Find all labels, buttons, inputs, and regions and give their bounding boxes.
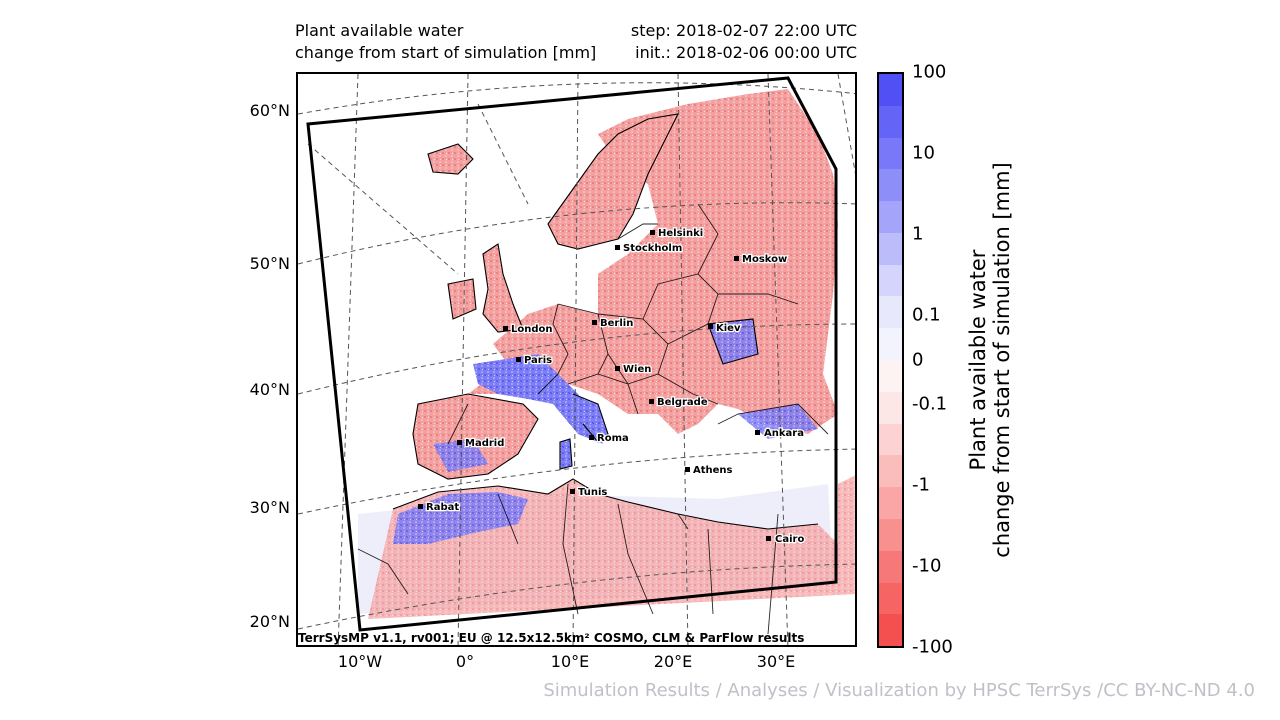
city-label-cairo: Cairo <box>775 534 804 545</box>
city-marker-cairo <box>766 536 771 541</box>
iceland-land <box>428 144 473 174</box>
map-svg: Helsinki Stockholm Moskow London Berlin … <box>298 74 855 645</box>
colorbar-band-3 <box>879 169 902 202</box>
title-init: init.: 2018-02-06 00:00 UTC <box>635 43 857 62</box>
colorbar-tick-neg10: -10 <box>912 555 942 577</box>
colorbar-band-16 <box>879 582 902 615</box>
colorbar-band-2 <box>879 137 902 170</box>
colorbar-band-8 <box>879 328 902 361</box>
city-marker-kiev <box>708 324 713 329</box>
lon-label-10w: 10°W <box>337 652 383 671</box>
graticule <box>298 74 855 645</box>
title-step: step: 2018-02-07 22:00 UTC <box>630 21 857 40</box>
colorbar-tick-10: 10 <box>912 142 935 164</box>
colorbar-band-4 <box>879 201 902 233</box>
colorbar-tick-neg100: -100 <box>912 636 953 658</box>
city-label-stockholm: Stockholm <box>623 243 682 254</box>
city-marker-wien <box>615 366 620 371</box>
france-wet-region <box>473 354 603 444</box>
city-label-berlin: Berlin <box>600 318 633 329</box>
coastlines <box>392 113 819 530</box>
colorbar-tick-100: 100 <box>912 61 947 83</box>
colorbar-band-1 <box>879 105 902 138</box>
lat-label-40n: 40°N <box>249 380 290 399</box>
colorbar-band-11 <box>879 423 902 456</box>
corsica-sardinia-land <box>560 439 572 469</box>
colorbar-tick-0: 0 <box>912 349 924 371</box>
city-marker-moskow <box>734 256 739 261</box>
city-marker-rabat <box>418 504 423 509</box>
colorbar-band-5 <box>879 232 902 265</box>
city-label-tunis: Tunis <box>578 487 607 498</box>
city-marker-belgrade <box>649 399 654 404</box>
city-label-kiev: Kiev <box>716 323 741 334</box>
black-sea-wet-region <box>708 319 758 364</box>
colorbar-tick-neg1: -1 <box>912 474 930 496</box>
colorbar-band-0 <box>879 74 902 106</box>
city-marker-stockholm <box>615 245 620 250</box>
lon-label-20e: 20°E <box>653 652 693 671</box>
colorbar-band-14 <box>879 518 902 551</box>
city-label-athens: Athens <box>693 465 733 476</box>
colorbar-label-line2: change from start of simulation [mm] <box>990 162 1014 558</box>
britain-land <box>483 244 523 332</box>
lat-label-60n: 60°N <box>249 101 290 120</box>
colorbar <box>877 72 904 648</box>
title-right: step: 2018-02-07 22:00 UTC init.: 2018-0… <box>631 20 857 64</box>
title-variable: Plant available water <box>295 21 464 40</box>
city-label-roma: Roma <box>597 433 629 444</box>
city-label-helsinki: Helsinki <box>658 228 703 239</box>
title-left: Plant available water change from start … <box>295 20 596 64</box>
city-marker-roma <box>589 435 594 440</box>
lon-label-0: 0° <box>455 652 475 671</box>
city-marker-ankara <box>755 430 760 435</box>
italy-wet-region <box>573 394 608 442</box>
city-label-london: London <box>511 324 553 335</box>
city-marker-london <box>503 326 508 331</box>
city-label-belgrade: Belgrade <box>657 397 708 408</box>
lat-label-20n: 20°N <box>249 612 290 631</box>
city-label-ankara: Ankara <box>764 428 804 439</box>
colorbar-tick-neg0.1: -0.1 <box>912 393 948 415</box>
colorbar-band-12 <box>879 455 902 488</box>
city-label-wien: Wien <box>623 364 651 375</box>
domain-boundary <box>306 76 838 632</box>
city-marker-tunis <box>570 489 575 494</box>
city-marker-helsinki <box>650 230 655 235</box>
colorbar-band-6 <box>879 264 902 297</box>
attribution-text: Simulation Results / Analyses / Visualiz… <box>543 680 1255 701</box>
ireland-land <box>448 279 476 319</box>
map-frame: Helsinki Stockholm Moskow London Berlin … <box>296 72 857 647</box>
city-markers: Helsinki Stockholm Moskow London Berlin … <box>418 227 806 546</box>
lat-label-30n: 30°N <box>249 498 290 517</box>
city-marker-berlin <box>592 320 597 325</box>
city-label-moskow: Moskow <box>742 254 787 265</box>
city-label-madrid: Madrid <box>465 438 504 449</box>
colorbar-band-9 <box>879 360 902 392</box>
scandinavia-land <box>548 114 678 249</box>
lon-label-10e: 10°E <box>550 652 590 671</box>
city-marker-paris <box>516 357 521 362</box>
map-footer-credit: TerrSysMP v1.1, rv001; EU @ 12.5x12.5km²… <box>298 631 805 645</box>
colorbar-band-15 <box>879 550 902 583</box>
colorbar-band-7 <box>879 296 902 329</box>
colorbar-band-10 <box>879 391 902 424</box>
colorbar-label-line1: Plant available water <box>966 249 990 471</box>
lat-label-50n: 50°N <box>249 254 290 273</box>
lon-label-30e: 30°E <box>756 652 796 671</box>
city-marker-athens <box>685 467 690 472</box>
iberia-wet-patch <box>433 439 488 472</box>
colorbar-label: Plant available water change from start … <box>966 162 1014 557</box>
city-marker-madrid <box>457 440 462 445</box>
colorbar-tick-1: 1 <box>912 223 924 245</box>
title-description: change from start of simulation [mm] <box>295 43 597 62</box>
city-label-paris: Paris <box>524 355 552 366</box>
colorbar-band-13 <box>879 487 902 519</box>
colorbar-tick-0.1: 0.1 <box>912 304 941 326</box>
colorbar-band-17 <box>879 614 902 646</box>
city-label-rabat: Rabat <box>426 502 459 513</box>
country-borders <box>357 203 829 635</box>
